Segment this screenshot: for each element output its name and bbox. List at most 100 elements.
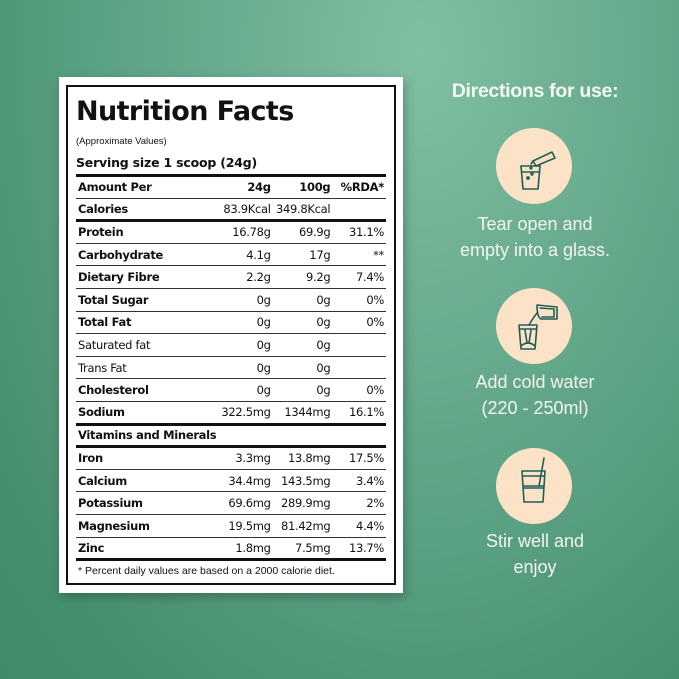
step-1-line-2: empty into a glass. — [459, 240, 611, 260]
table-row: Zinc 1.8mg 7.5mg 13.7% — [76, 537, 386, 562]
table-row: Sodium 322.5mg 1344mg 16.1% — [76, 401, 386, 425]
row-rda: 2% — [330, 491, 386, 515]
nutrition-title: Nutrition Facts — [76, 96, 294, 127]
row-per-serving: 83.9Kcal — [211, 198, 271, 222]
footnote: * Percent daily values are based on a 20… — [78, 565, 335, 578]
table-row: Protein 16.78g 69.9g 31.1% — [76, 219, 386, 244]
row-rda: 0% — [330, 311, 386, 335]
step-1-line-1: Tear open and — [477, 214, 593, 234]
pour-water-glass-icon — [518, 304, 558, 350]
row-per-100g: 143.5mg — [270, 469, 331, 493]
row-rda: 4.4% — [330, 514, 386, 538]
table-row: Potassium 69.6mg 289.9mg 2% — [76, 491, 386, 515]
row-label: Total Fat — [76, 311, 212, 335]
row-per-serving: 16.78g — [211, 219, 271, 244]
row-per-serving: 34.4mg — [211, 469, 271, 493]
row-rda — [330, 333, 386, 357]
row-per-serving: 19.5mg — [211, 514, 271, 538]
nutrition-facts-panel: Nutrition Facts (Approximate Values) Ser… — [66, 85, 396, 585]
row-label: Protein — [76, 219, 212, 244]
header-per-serving: 24g — [211, 174, 271, 199]
row-per-100g: 0g — [270, 356, 331, 380]
glass-with-straw-icon — [521, 457, 546, 503]
row-per-serving: 0g — [211, 378, 271, 402]
row-rda: 13.7% — [330, 537, 386, 562]
nutrition-facts-card: Nutrition Facts (Approximate Values) Ser… — [59, 77, 403, 593]
serving-size: Serving size 1 scoop (24g) — [76, 155, 258, 170]
nutrition-table: Amount Per 24g 100g %RDA* Calories 83.9K… — [76, 174, 386, 562]
approximate-values-note: (Approximate Values) — [76, 136, 167, 147]
row-per-serving: 0g — [211, 333, 271, 357]
row-per-100g: 289.9mg — [270, 491, 331, 515]
sachet-pour-glass-icon — [520, 151, 556, 190]
step-1-icon-circle — [496, 128, 572, 204]
row-rda: 31.1% — [330, 219, 386, 244]
step-2-line-2: (220 - 250ml) — [481, 398, 589, 418]
step-2-line-1: Add cold water — [475, 372, 595, 392]
table-row: Cholesterol 0g 0g 0% — [76, 378, 386, 402]
table-header-row: Amount Per 24g 100g %RDA* — [76, 174, 386, 199]
step-3-line-1: Stir well and — [485, 531, 585, 551]
row-label: Trans Fat — [76, 356, 212, 380]
row-per-100g: 69.9g — [270, 219, 331, 244]
row-rda: 3.4% — [330, 469, 386, 493]
row-per-100g: 13.8mg — [270, 445, 331, 470]
row-per-100g: 1344mg — [270, 401, 331, 425]
row-per-serving: 4.1g — [211, 243, 271, 267]
row-rda — [330, 356, 386, 380]
header-rda: %RDA* — [330, 174, 386, 199]
row-rda — [330, 198, 386, 222]
row-label: Calories — [76, 198, 212, 222]
row-per-serving: 322.5mg — [211, 401, 271, 425]
table-row: Saturated fat 0g 0g — [76, 333, 386, 357]
table-row: Calcium 34.4mg 143.5mg 3.4% — [76, 469, 386, 493]
row-per-serving: 0g — [211, 311, 271, 335]
row-per-100g: 17g — [270, 243, 331, 267]
table-row: Trans Fat 0g 0g — [76, 356, 386, 380]
row-label: Magnesium — [76, 514, 212, 538]
row-rda: 7.4% — [330, 265, 386, 289]
row-per-100g: 7.5mg — [270, 537, 331, 562]
step-1-text: Tear open and empty into a glass. — [420, 211, 650, 263]
row-per-100g: 0g — [270, 311, 331, 335]
row-per-serving: 1.8mg — [211, 537, 271, 562]
header-per-100g: 100g — [270, 174, 331, 199]
row-per-serving: 2.2g — [211, 265, 271, 289]
row-rda: 16.1% — [330, 401, 386, 425]
row-label: Calcium — [76, 469, 212, 493]
row-label: Saturated fat — [76, 333, 212, 357]
row-label: Carbohydrate — [76, 243, 212, 267]
step-3-icon-circle — [496, 448, 572, 524]
directions-title: Directions for use: — [451, 80, 619, 102]
row-label: Total Sugar — [76, 288, 212, 312]
step-2-icon-circle — [496, 288, 572, 364]
row-label: Dietary Fibre — [76, 265, 212, 289]
table-row: Magnesium 19.5mg 81.42mg 4.4% — [76, 514, 386, 538]
row-rda: 0% — [330, 288, 386, 312]
row-per-100g: 349.8Kcal — [270, 198, 331, 222]
row-label: Zinc — [76, 537, 212, 562]
step-3-line-2: enjoy — [513, 557, 557, 577]
row-per-100g: 9.2g — [270, 265, 331, 289]
row-rda: ** — [330, 243, 386, 267]
row-per-serving: 3.3mg — [211, 445, 271, 470]
row-label: Cholesterol — [76, 378, 212, 402]
header-label: Amount Per — [76, 174, 212, 199]
row-label: Iron — [76, 445, 212, 470]
row-label: Potassium — [76, 491, 212, 515]
section-heading-row: Vitamins and Minerals — [76, 422, 386, 448]
row-label: Sodium — [76, 401, 212, 425]
table-row: Total Fat 0g 0g 0% — [76, 311, 386, 335]
table-row: Calories 83.9Kcal 349.8Kcal — [76, 198, 386, 222]
row-per-100g: 81.42mg — [270, 514, 331, 538]
row-rda: 0% — [330, 378, 386, 402]
step-2-text: Add cold water (220 - 250ml) — [420, 369, 650, 421]
vitamins-minerals-heading: Vitamins and Minerals — [76, 422, 386, 448]
table-row: Carbohydrate 4.1g 17g ** — [76, 243, 386, 267]
row-per-serving: 69.6mg — [211, 491, 271, 515]
row-per-100g: 0g — [270, 333, 331, 357]
table-row: Dietary Fibre 2.2g 9.2g 7.4% — [76, 265, 386, 289]
row-per-serving: 0g — [211, 356, 271, 380]
step-3-text: Stir well and enjoy — [420, 528, 650, 580]
row-per-serving: 0g — [211, 288, 271, 312]
